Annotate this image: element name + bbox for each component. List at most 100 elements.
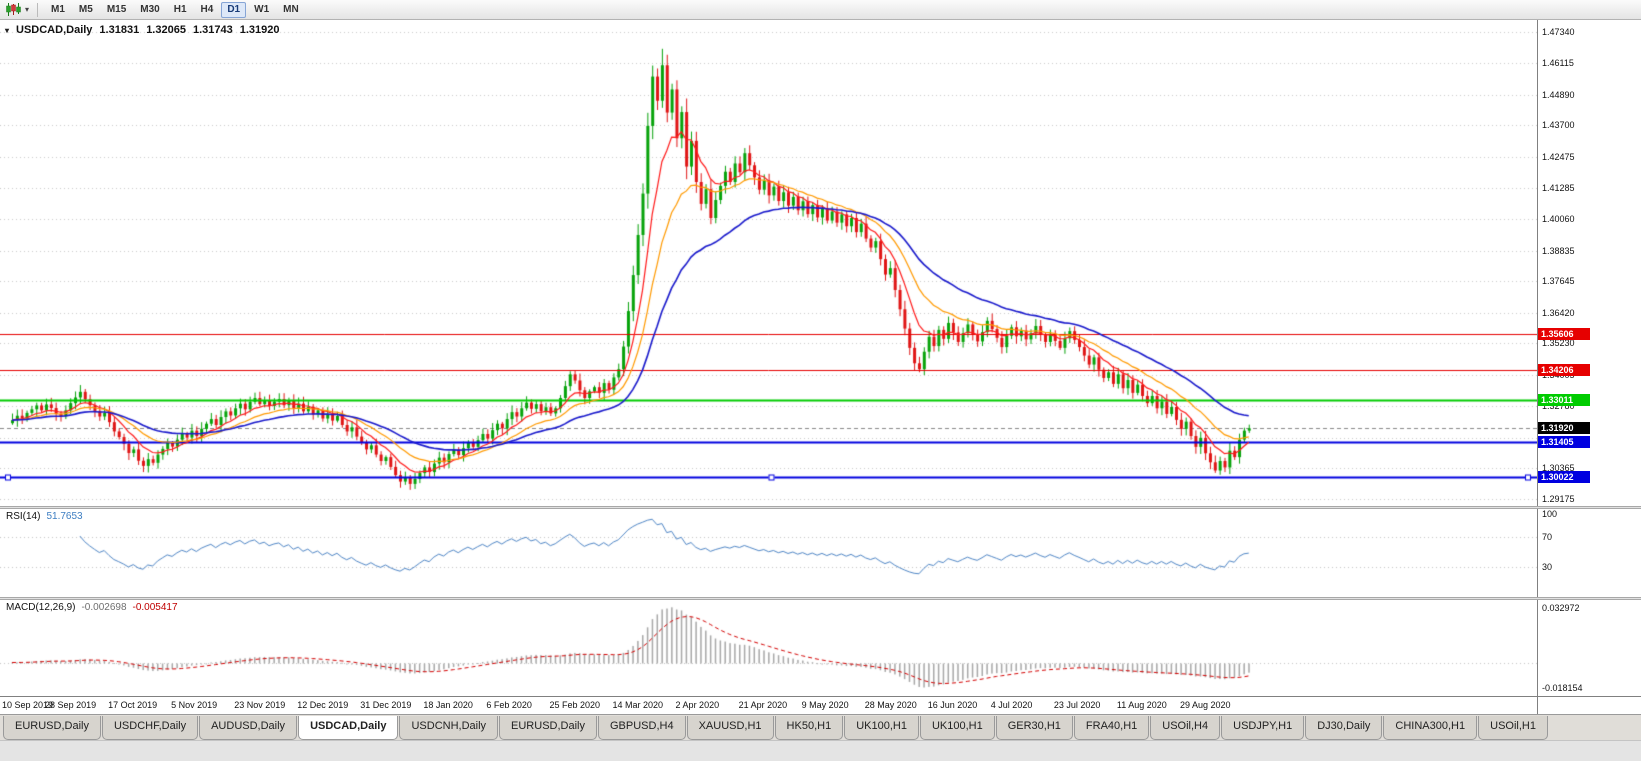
price-tick: 1.40060	[1542, 214, 1575, 225]
macd-panel: MACD(12,26,9) -0.002698 -0.005417	[0, 600, 1537, 696]
ohlc-low: 1.31743	[192, 24, 233, 36]
chart-tab-gbpusd-h4[interactable]: GBPUSD,H4	[598, 716, 686, 740]
chart-tab-eurusd-daily[interactable]: EURUSD,Daily	[3, 716, 101, 740]
date-label: 11 Aug 2020	[1116, 700, 1167, 710]
hline-price-badge: 1.34206	[1538, 363, 1590, 376]
ohlc-high: 1.32065	[146, 24, 186, 36]
ohlc-close: 1.31920	[239, 24, 280, 36]
timeframe-button-d1[interactable]: D1	[221, 1, 247, 18]
chart-tab-audusd-daily[interactable]: AUDUSD,Daily	[199, 716, 298, 740]
chart-tab-ger30-h1[interactable]: GER30,H1	[995, 716, 1073, 740]
main-chart-panel: ▾ USDCAD,Daily 1.31831 1.32065 1.31743 1…	[0, 20, 1537, 506]
hline-price-badge: 1.35606	[1538, 327, 1590, 340]
rsi-axis[interactable]: 100 70 30	[1537, 509, 1641, 597]
price-tick: 1.30365	[1542, 463, 1575, 474]
chart-tab-uk100-h1[interactable]: UK100,H1	[844, 716, 919, 740]
rsi-label: RSI(14) 51.7653	[6, 511, 83, 522]
axis-corner	[1537, 696, 1641, 714]
date-label: 25 Feb 2020	[549, 700, 600, 710]
date-label: 9 May 2020	[801, 700, 849, 710]
panel-splitter[interactable]	[0, 506, 1641, 509]
price-tick: 1.37645	[1542, 276, 1575, 287]
date-label: 21 Apr 2020	[738, 700, 788, 710]
price-tick: 1.43700	[1542, 120, 1575, 131]
price-tick: 1.41285	[1542, 182, 1575, 193]
rsi-tick: 100	[1542, 509, 1558, 519]
time-axis[interactable]: 10 Sep 2019 28 Sep 2019 17 Oct 2019 5 Nov 2…	[0, 696, 1537, 714]
date-label: 6 Feb 2020	[486, 700, 532, 710]
current-price-badge: 1.31920	[1538, 422, 1590, 435]
macd-tick: -0.018154	[1542, 683, 1583, 693]
macd-axis[interactable]: 0.032972 -0.018154	[1537, 600, 1641, 696]
rsi-tick: 70	[1542, 531, 1553, 542]
timeframe-button-m30[interactable]: M30	[140, 3, 160, 15]
date-label: 10 Sep 2019	[2, 700, 54, 710]
date-label: 17 Oct 2019	[108, 700, 158, 710]
chart-tab-bar: EURUSD,Daily USDCHF,Daily AUDUSD,Daily USDC…	[0, 714, 1641, 740]
timeframe-button-m5[interactable]: M5	[78, 3, 93, 15]
chart-tab-dj30-daily[interactable]: DJ30,Daily	[1305, 716, 1383, 740]
symbol-dropdown-icon[interactable]: ▾	[5, 25, 10, 35]
rsi-tick: 30	[1542, 562, 1553, 573]
panel-splitter[interactable]	[0, 597, 1641, 600]
timeframe-group: M1 M5 M15 M30 H1 H4 D1 W1 MN	[44, 1, 306, 18]
chart-tab-fra40-h1[interactable]: FRA40,H1	[1073, 716, 1150, 740]
macd-label: MACD(12,26,9) -0.002698 -0.005417	[6, 602, 178, 613]
date-label: 14 Mar 2020	[612, 700, 664, 710]
timeframe-button-m1[interactable]: M1	[51, 3, 65, 15]
chart-tab-usoil-h1[interactable]: USOil,H1	[1478, 716, 1548, 740]
candlestick-chart-icon[interactable]	[4, 3, 22, 17]
macd-main-value: -0.002698	[81, 602, 127, 613]
chart-tab-usdchf-daily[interactable]: USDCHF,Daily	[101, 716, 199, 740]
date-label: 31 Dec 2019	[360, 700, 412, 710]
chart-type-dropdown-icon[interactable]: ▾	[25, 5, 30, 14]
rsi-value: 51.7653	[46, 511, 83, 522]
chart-tab-hk50-h1[interactable]: HK50,H1	[774, 716, 844, 740]
price-tick: 1.46115	[1542, 58, 1574, 69]
rsi-panel: RSI(14) 51.7653	[0, 509, 1537, 597]
timeframe-button-m15[interactable]: M15	[106, 3, 127, 15]
date-label: 18 Jan 2020	[423, 700, 473, 710]
chart-tab-usdcad-daily[interactable]: USDCAD,Daily	[298, 716, 399, 740]
symbol-label: USDCAD,Daily	[16, 24, 93, 36]
rsi-canvas[interactable]	[0, 509, 1537, 597]
date-label: 28 Sep 2019	[45, 700, 97, 710]
rsi-name: RSI(14)	[6, 511, 41, 522]
hline-price-badge: 1.33011	[1538, 394, 1590, 407]
date-label: 23 Jul 2020	[1053, 700, 1101, 710]
date-label: 29 Aug 2020	[1179, 700, 1231, 710]
status-strip	[0, 740, 1641, 761]
price-tick: 1.44890	[1542, 89, 1575, 100]
chart-tab-china300-h1[interactable]: CHINA300,H1	[1383, 716, 1478, 740]
date-label: 23 Nov 2019	[234, 700, 286, 710]
macd-tick: 0.032972	[1542, 603, 1580, 613]
chart-tab-usdjpy-h1[interactable]: USDJPY,H1	[1221, 716, 1305, 740]
chart-tab-xauusd-h1[interactable]: XAUUSD,H1	[686, 716, 774, 740]
timeframe-button-h1[interactable]: H1	[173, 3, 187, 15]
macd-name: MACD(12,26,9)	[6, 602, 76, 613]
price-axis[interactable]: 1.47340 1.46115 1.44890 1.43700 1.42475 1.412…	[1537, 20, 1641, 506]
chart-tab-uk100-h1[interactable]: UK100,H1	[919, 716, 995, 740]
chart-title: ▾ USDCAD,Daily 1.31831 1.32065 1.31743 1…	[5, 24, 279, 36]
timeframe-button-h4[interactable]: H4	[200, 3, 214, 15]
ohlc-open: 1.31831	[99, 24, 140, 36]
chart-tab-usoil-h4[interactable]: USOil,H4	[1150, 716, 1221, 740]
date-label: 2 Apr 2020	[675, 700, 720, 710]
date-label: 12 Dec 2019	[297, 700, 349, 710]
hline-price-badge: 1.31405	[1538, 435, 1590, 448]
date-label: 4 Jul 2020	[990, 700, 1033, 710]
date-label: 28 May 2020	[864, 700, 917, 710]
hline-price-badge: 1.30022	[1538, 471, 1590, 484]
main-chart-canvas[interactable]	[0, 20, 1537, 506]
chart-tab-eurusd-daily[interactable]: EURUSD,Daily	[499, 716, 597, 740]
macd-signal-value: -0.005417	[132, 602, 178, 613]
toolbar: ▾ M1 M5 M15 M30 H1 H4 D1 W1 MN	[0, 0, 1641, 20]
macd-canvas[interactable]	[0, 600, 1537, 696]
timeframe-button-w1[interactable]: W1	[254, 3, 270, 15]
date-label: 5 Nov 2019	[171, 700, 218, 710]
price-tick: 1.47340	[1542, 26, 1575, 37]
price-tick: 1.36420	[1542, 307, 1575, 318]
timeframe-button-mn[interactable]: MN	[283, 3, 299, 15]
chart-tab-usdcnh-daily[interactable]: USDCNH,Daily	[399, 716, 499, 740]
